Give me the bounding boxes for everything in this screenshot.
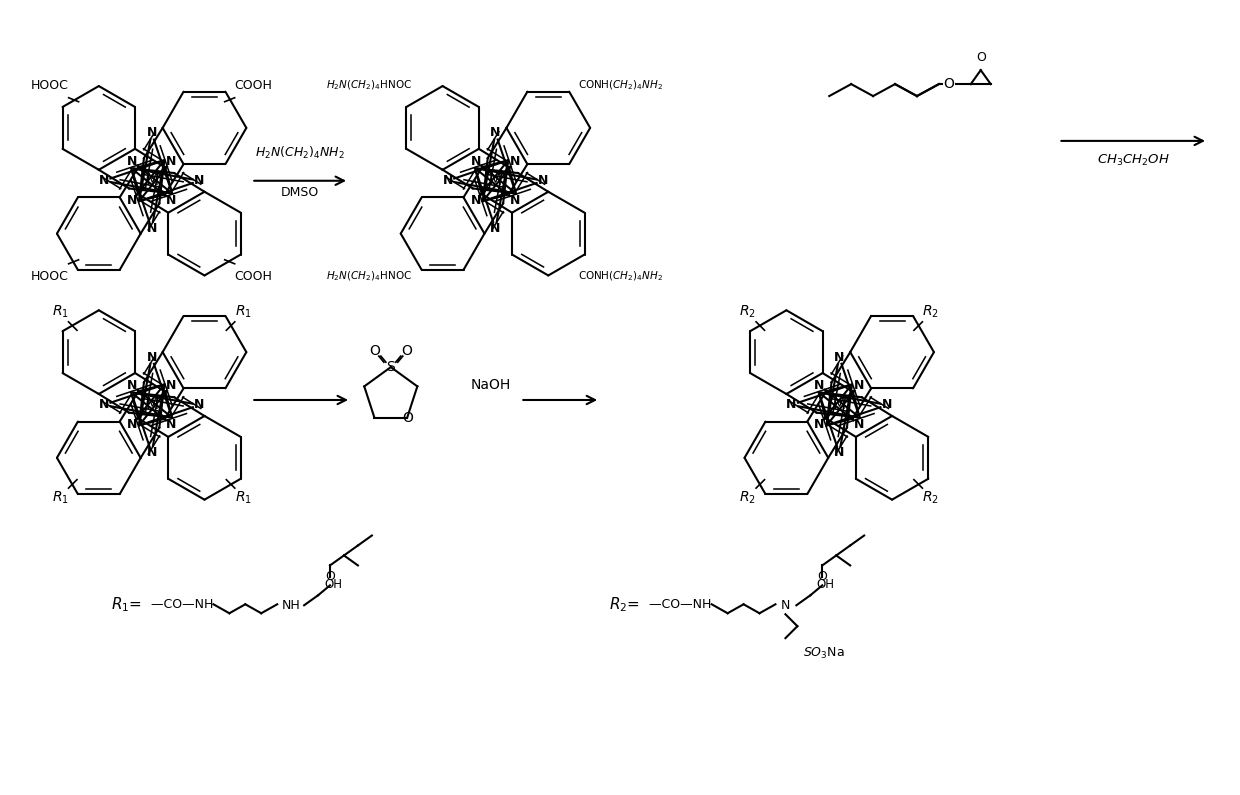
Text: N: N [166, 418, 176, 431]
Text: N: N [835, 351, 844, 363]
Text: N: N [854, 418, 864, 431]
Text: N: N [166, 194, 176, 207]
Text: $R_1$: $R_1$ [52, 490, 68, 506]
Text: —CO—NH: —CO—NH [645, 598, 712, 611]
Text: S: S [387, 360, 396, 374]
Text: $R_1$: $R_1$ [234, 304, 252, 320]
Text: O: O [817, 570, 827, 584]
Text: N: N [470, 194, 481, 207]
Text: $CH_3CH_2OH$: $CH_3CH_2OH$ [1096, 153, 1169, 168]
Text: N: N [510, 194, 521, 207]
Text: O: O [944, 77, 955, 91]
Text: $R_2$: $R_2$ [739, 490, 756, 506]
Text: $R_1$: $R_1$ [52, 304, 68, 320]
Text: $R_1$=: $R_1$= [110, 595, 141, 614]
Text: N: N [126, 418, 138, 431]
Text: N: N [166, 154, 176, 168]
Text: HOOC: HOOC [31, 79, 68, 91]
Text: N: N [470, 154, 481, 168]
Text: N: N [815, 378, 825, 392]
Text: O: O [325, 570, 335, 584]
Text: COOH: COOH [234, 79, 273, 91]
Text: $R_2$: $R_2$ [923, 304, 939, 320]
Text: $R_2$=: $R_2$= [609, 595, 640, 614]
Text: N: N [195, 398, 205, 412]
Text: N: N [490, 126, 501, 139]
Text: O: O [976, 51, 986, 64]
Text: O: O [402, 344, 412, 359]
Text: N: N [510, 154, 521, 168]
Text: OH: OH [816, 578, 835, 591]
Text: N: N [538, 174, 548, 188]
Text: N: N [854, 378, 864, 392]
Text: N: N [99, 398, 109, 412]
Text: N: N [195, 174, 205, 188]
Text: N: N [882, 398, 893, 412]
Text: $R_1$: $R_1$ [234, 490, 252, 506]
Text: N: N [146, 446, 156, 460]
Text: N: N [146, 351, 156, 363]
Text: M: M [145, 173, 159, 188]
Text: $SO_3$Na: $SO_3$Na [804, 646, 844, 661]
Text: M: M [489, 173, 502, 188]
Text: O: O [370, 344, 381, 359]
Text: O: O [402, 410, 413, 425]
Text: —CO—NH: —CO—NH [146, 598, 213, 611]
Text: N: N [126, 194, 138, 207]
Text: N: N [835, 446, 844, 460]
Text: NH: NH [283, 599, 301, 612]
Text: $H_2N(CH_2)_4NH_2$: $H_2N(CH_2)_4NH_2$ [255, 145, 345, 161]
Text: N: N [166, 378, 176, 392]
Text: $R_2$: $R_2$ [923, 490, 939, 506]
Text: CONH$(CH_2)_4NH_2$: CONH$(CH_2)_4NH_2$ [579, 78, 663, 91]
Text: $H_2N(CH_2)_4$HNOC: $H_2N(CH_2)_4$HNOC [326, 270, 413, 283]
Text: $H_2N(CH_2)_4$HNOC: $H_2N(CH_2)_4$HNOC [326, 78, 413, 91]
Text: CONH$(CH_2)_4NH_2$: CONH$(CH_2)_4NH_2$ [579, 270, 663, 283]
Text: HOOC: HOOC [31, 270, 68, 283]
Text: NaOH: NaOH [470, 378, 511, 392]
Text: M: M [833, 398, 846, 413]
Text: M: M [145, 398, 159, 413]
Text: COOH: COOH [234, 270, 273, 283]
Text: N: N [146, 126, 156, 139]
Text: $R_2$: $R_2$ [739, 304, 756, 320]
Text: N: N [146, 222, 156, 235]
Text: N: N [786, 398, 796, 412]
Text: N: N [126, 378, 138, 392]
Text: N: N [815, 418, 825, 431]
Text: N: N [443, 174, 453, 188]
Text: N: N [126, 154, 138, 168]
Text: N: N [490, 222, 501, 235]
Text: N: N [780, 599, 790, 612]
Text: DMSO: DMSO [281, 186, 319, 199]
Text: N: N [99, 174, 109, 188]
Text: OH: OH [324, 578, 342, 591]
